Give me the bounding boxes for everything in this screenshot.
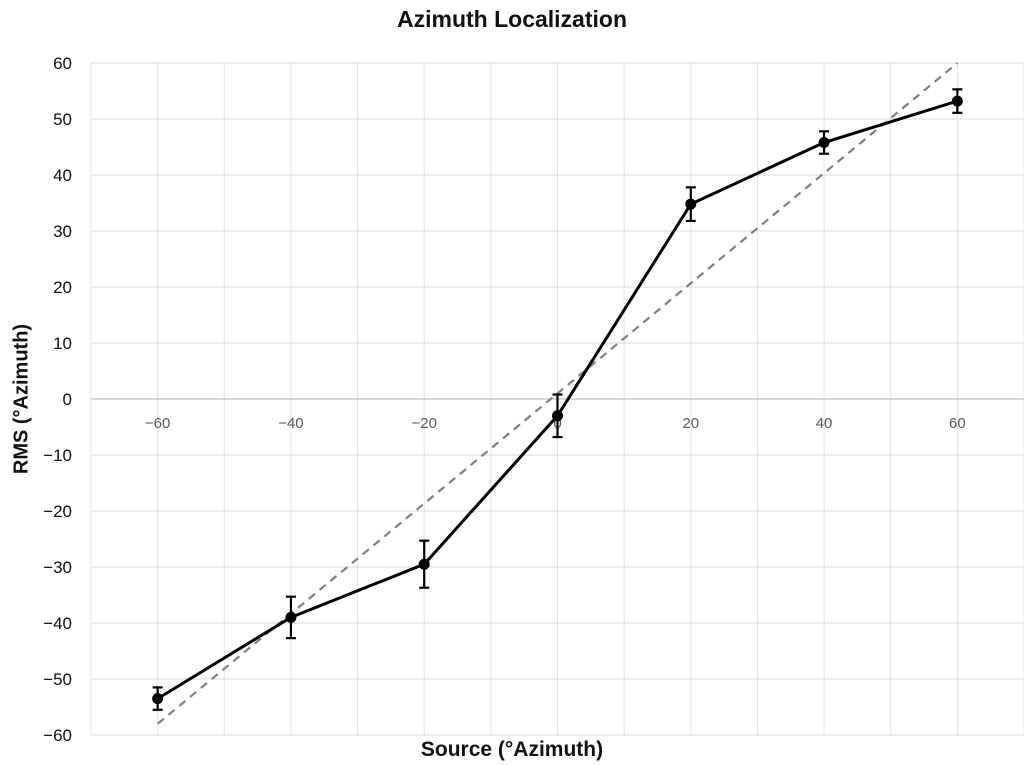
x-tick-label: 60	[949, 415, 966, 432]
y-tick-label: 40	[53, 166, 72, 185]
y-tick-label: 50	[53, 110, 72, 129]
data-point	[951, 95, 963, 107]
y-tick-label: 20	[53, 278, 72, 297]
y-tick-label: 0	[63, 390, 72, 409]
x-axis-label: Source (°Azimuth)	[420, 738, 604, 761]
data-point	[285, 611, 297, 623]
y-tick-label: −50	[43, 670, 72, 689]
data-point	[685, 198, 697, 210]
x-tick-label: 20	[682, 415, 699, 432]
x-tick-label: 40	[816, 415, 833, 432]
data-point	[418, 558, 430, 570]
y-axis-label: RMS (°Azimuth)	[10, 323, 33, 475]
y-tick-label: 10	[53, 334, 72, 353]
x-tick-label: −20	[411, 415, 436, 432]
y-tick-label: −60	[43, 726, 72, 745]
y-tick-label: −20	[43, 502, 72, 521]
chart-title: Azimuth Localization	[397, 6, 627, 32]
data-point	[552, 410, 563, 422]
y-tick-label: −40	[43, 614, 72, 633]
x-tick-label: −60	[145, 415, 170, 432]
data-point	[818, 137, 830, 149]
data-point	[152, 693, 164, 705]
y-tick-label: −10	[43, 446, 72, 465]
y-tick-label: 30	[53, 222, 72, 241]
y-tick-label: −30	[43, 558, 72, 577]
x-tick-label: −40	[278, 415, 303, 432]
y-tick-label: 60	[53, 54, 72, 73]
